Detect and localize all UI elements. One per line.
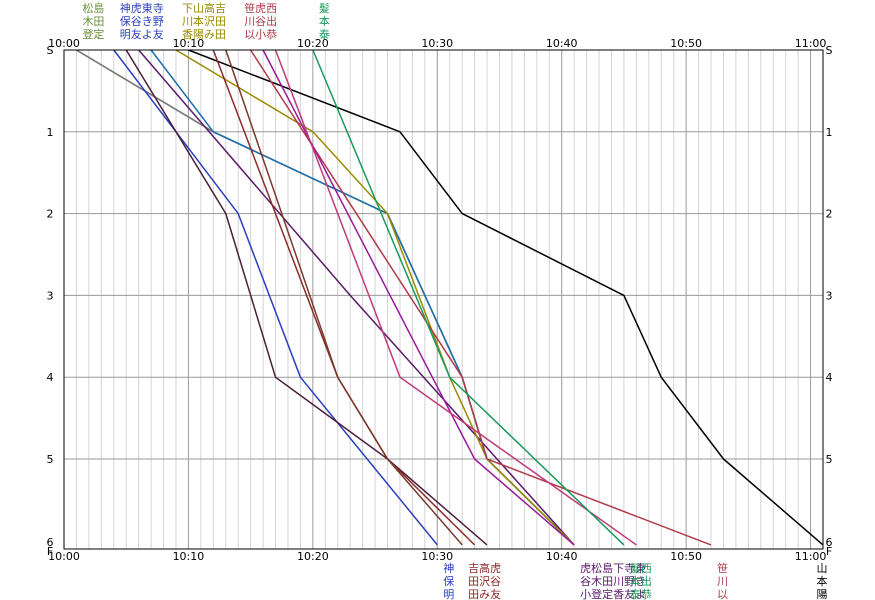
y-tick-label-left: 4: [47, 371, 54, 384]
top-label-line: 香陽み田: [182, 28, 226, 41]
y-tick-label-left: 2: [47, 208, 54, 221]
series-line: [262, 49, 575, 546]
bottom-label-line: 神: [443, 561, 454, 575]
bottom-label-line: 髮西: [630, 561, 652, 575]
series-line: [225, 49, 463, 546]
bottom-label-line: 虎松島下寺東: [580, 561, 646, 575]
x-tick-label-top: 10:30: [421, 37, 453, 50]
y-tick-label-left: F: [47, 545, 53, 558]
x-tick-label-top: 10:50: [670, 37, 702, 50]
y-tick-label-left: 5: [47, 453, 54, 466]
bottom-label-line: 吉高虎: [468, 561, 501, 575]
bottom-label-line: 笹: [717, 562, 728, 575]
top-label-line: 川本沢田: [182, 14, 226, 28]
series-layer: [76, 49, 824, 546]
y-tick-label-right: 2: [826, 208, 833, 221]
bottom-label-line: 川: [717, 575, 728, 588]
y-tick-label-right: 4: [826, 371, 833, 384]
series-line: [125, 49, 488, 546]
bottom-label-line: 明: [443, 588, 454, 600]
x-tick-label-top: 11:00: [795, 37, 827, 50]
top-label-line: 保谷き野: [120, 14, 164, 28]
y-tick-label-right: 3: [826, 289, 833, 302]
x-tick-label-bottom: 10:10: [173, 550, 205, 563]
top-label-line: 登定: [82, 27, 104, 41]
bottom-label-line: 陽: [817, 588, 828, 600]
series-line: [188, 49, 824, 546]
axis-labels: 10:00 10:00 10:10 10:10 10:20 10:20 10:30 10:30…: [47, 37, 833, 563]
top-label-line: 川谷出: [244, 14, 277, 28]
x-tick-label-bottom: 11:00: [795, 550, 827, 563]
x-tick-label-top: 10:20: [297, 37, 329, 50]
top-label-line: 明友よ友: [120, 27, 164, 41]
x-tick-label-bottom: 10:30: [421, 550, 453, 563]
top-label-line: 神虎東寺: [120, 1, 164, 15]
major-grid: [64, 50, 823, 549]
minor-grid: [75, 50, 799, 549]
series-line: [138, 49, 575, 546]
bottom-label-line: 小登定香友よ: [580, 587, 646, 600]
series-line: [274, 49, 637, 546]
top-label-line: 髮: [319, 1, 330, 15]
bottom-label-line: 本出: [630, 574, 652, 588]
top-label-line: 木田: [82, 15, 104, 28]
top-label-line: 笹虎西: [244, 2, 277, 15]
bottom-label-line: 泰恭: [630, 587, 652, 600]
plot-frame: [63, 49, 824, 550]
y-tick-label-right: 5: [826, 453, 833, 466]
bottom-label-line: 保: [443, 574, 454, 588]
bottom-label-line: 田沢谷: [468, 574, 501, 588]
x-tick-label-top: 10:00: [48, 37, 80, 50]
y-tick-label-right: 6: [826, 536, 833, 549]
top-label-line: 本: [319, 14, 330, 28]
bottom-label-line: 田み友: [468, 587, 501, 600]
top-label-line: 以小恭: [244, 28, 277, 41]
x-tick-label-bottom: 10:40: [546, 550, 578, 563]
x-tick-label-bottom: 10:00: [48, 550, 80, 563]
top-label-line: 下山高吉: [182, 1, 226, 15]
top-label-line: 泰: [319, 27, 330, 41]
x-tick-label-top: 10:10: [173, 37, 205, 50]
bottom-label-line: 本: [817, 574, 828, 588]
y-tick-label-left: 3: [47, 289, 54, 302]
x-tick-label-top: 10:40: [546, 37, 578, 50]
y-tick-label-right: F: [826, 545, 832, 558]
series-line: [249, 49, 712, 546]
x-tick-label-bottom: 10:50: [670, 550, 702, 563]
y-tick-label-left: 6: [47, 536, 54, 549]
bottom-label-line: 山: [817, 562, 828, 575]
bottom-label-line: 以: [717, 588, 728, 600]
y-tick-label-left: S: [47, 44, 54, 57]
series-line: [312, 49, 625, 546]
bottom-label-line: 谷木田川野き: [580, 575, 646, 588]
y-tick-label-left: 1: [47, 126, 54, 139]
top-label-line: 松島: [82, 1, 104, 15]
y-tick-label-right: 1: [826, 126, 833, 139]
x-tick-label-bottom: 10:20: [297, 550, 329, 563]
series-line: [175, 49, 575, 546]
y-tick-label-right: S: [826, 44, 833, 57]
